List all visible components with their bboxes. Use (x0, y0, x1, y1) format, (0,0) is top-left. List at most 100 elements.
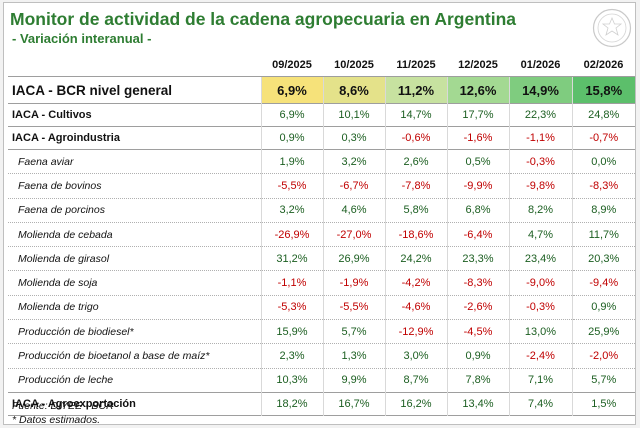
value-cell: -0,3% (508, 295, 572, 320)
value-cell: -8,3% (446, 270, 509, 296)
value-cell: -2,4% (508, 343, 572, 369)
row-label: Producción de bioetanol a base de maíz* (18, 350, 210, 363)
value-cell: 22,3% (508, 103, 572, 127)
row-label: IACA - Cultivos (12, 109, 92, 121)
table-row: Molienda de trigo -5,3% -5,5% -4,6% -2,6% -0,… (8, 295, 635, 320)
value-cell: -4,6% (384, 295, 447, 320)
value-cell: -4,2% (384, 270, 447, 296)
value-cell: -26,9% (260, 222, 323, 247)
value-cell: 6,9% (260, 76, 323, 104)
value-cell: 16,7% (322, 392, 385, 416)
value-cell: -1,6% (446, 126, 509, 150)
value-cell: 9,9% (322, 368, 385, 393)
value-cell: 24,2% (384, 246, 447, 271)
value-cell: -0,6% (384, 126, 447, 150)
value-cell: 1,5% (571, 392, 635, 416)
table-row: Producción de leche 10,3% 9,9% 8,7% 7,8% 7,1%… (8, 368, 635, 393)
row-label: Molienda de trigo (18, 301, 99, 314)
bcr-seal-icon (592, 8, 632, 48)
value-cell: -27,0% (322, 222, 385, 247)
value-cell: 7,4% (508, 392, 572, 416)
value-cell: 0,9% (571, 295, 635, 320)
value-cell: 15,8% (571, 76, 635, 104)
value-cell: 1,3% (322, 343, 385, 369)
period-header: 09/2025 (261, 54, 323, 77)
value-cell: 12,6% (446, 76, 509, 104)
value-cell: 8,9% (571, 198, 635, 223)
value-cell: 3,2% (322, 149, 385, 174)
value-cell: -1,1% (508, 126, 572, 150)
source-note: Fuente: DIYEE - BCR (12, 400, 114, 412)
value-cell: -7,8% (384, 173, 447, 199)
value-cell: 23,3% (446, 246, 509, 271)
row-label: IACA - Agroindustria (12, 132, 120, 144)
estimate-note: * Datos estimados. (12, 414, 101, 426)
table-row: IACA - Agroexportación 18,2% 16,7% 16,2% 13,… (8, 392, 635, 416)
table-row: Producción de biodiesel* 15,9% 5,7% -12,9% -… (8, 319, 635, 344)
value-cell: 13,4% (446, 392, 509, 416)
period-header: 02/2026 (572, 54, 635, 77)
value-cell: 11,2% (384, 76, 447, 104)
value-cell: 2,3% (260, 343, 323, 369)
value-cell: 11,7% (571, 222, 635, 247)
value-cell: 10,1% (322, 103, 385, 127)
value-cell: -6,7% (322, 173, 385, 199)
table-row: Faena de bovinos -5,5% -6,7% -7,8% -9,9% -9,8… (8, 173, 635, 199)
value-cell: 0,9% (260, 126, 323, 150)
value-cell: -5,3% (260, 295, 323, 320)
table-row: IACA - Cultivos 6,9% 10,1% 14,7% 17,7% 22,3% 2… (8, 103, 635, 127)
value-cell: -5,5% (322, 295, 385, 320)
value-cell: 8,6% (322, 76, 385, 104)
value-cell: 0,9% (446, 343, 509, 369)
value-cell: 5,8% (384, 198, 447, 223)
value-cell: 3,2% (260, 198, 323, 223)
value-cell: 13,0% (508, 319, 572, 344)
row-label: Molienda de girasol (18, 252, 110, 265)
table-row: Molienda de cebada -26,9% -27,0% -18,6% -6,4… (8, 222, 635, 247)
value-cell: 10,3% (260, 368, 323, 393)
period-header: 01/2026 (509, 54, 572, 77)
value-cell: 5,7% (322, 319, 385, 344)
row-label: Faena de porcinos (18, 204, 105, 217)
table-row-total: IACA - BCR nivel general 6,9% 8,6% 11,2% 12,… (8, 76, 635, 104)
value-cell: -9,9% (446, 173, 509, 199)
value-cell: -8,3% (571, 173, 635, 199)
value-cell: -2,6% (446, 295, 509, 320)
table-row: Producción de bioetanol a base de maíz* 2… (8, 343, 635, 369)
value-cell: 14,9% (508, 76, 572, 104)
row-label: IACA - BCR nivel general (12, 82, 173, 98)
value-cell: -1,9% (322, 270, 385, 296)
value-cell: 17,7% (446, 103, 509, 127)
report-frame: Monitor de actividad de la cadena agrope… (3, 2, 636, 426)
value-cell: 25,9% (571, 319, 635, 344)
value-cell: 7,1% (508, 368, 572, 393)
value-cell: -2,0% (571, 343, 635, 369)
value-cell: 16,2% (384, 392, 447, 416)
value-cell: -0,7% (571, 126, 635, 150)
value-cell: 3,0% (384, 343, 447, 369)
value-cell: -9,0% (508, 270, 572, 296)
period-header: 12/2025 (447, 54, 509, 77)
value-cell: 8,2% (508, 198, 572, 223)
value-cell: 0,0% (571, 149, 635, 174)
header-row: 09/2025 10/2025 11/2025 12/2025 01/2026 … (8, 54, 635, 77)
header-blank (8, 54, 261, 77)
row-label: Molienda de cebada (18, 228, 113, 241)
row-label: Producción de biodiesel* (18, 325, 134, 338)
row-label: Faena de bovinos (18, 179, 102, 192)
value-cell: 0,3% (322, 126, 385, 150)
value-cell: 1,9% (260, 149, 323, 174)
period-header: 11/2025 (385, 54, 447, 77)
table-row: IACA - Agroindustria 0,9% 0,3% -0,6% -1,6% -1… (8, 126, 635, 150)
row-label: Producción de leche (18, 374, 114, 387)
value-cell: -9,8% (508, 173, 572, 199)
data-table: 09/2025 10/2025 11/2025 12/2025 01/2026 … (8, 54, 635, 416)
value-cell: 20,3% (571, 246, 635, 271)
value-cell: 6,9% (260, 103, 323, 127)
value-cell: -18,6% (384, 222, 447, 247)
value-cell: 14,7% (384, 103, 447, 127)
table-row: Faena aviar 1,9% 3,2% 2,6% 0,5% -0,3% 0,0% (8, 149, 635, 174)
value-cell: -5,5% (260, 173, 323, 199)
value-cell: -0,3% (508, 149, 572, 174)
table-row: Molienda de soja -1,1% -1,9% -4,2% -8,3% -9,0… (8, 270, 635, 296)
